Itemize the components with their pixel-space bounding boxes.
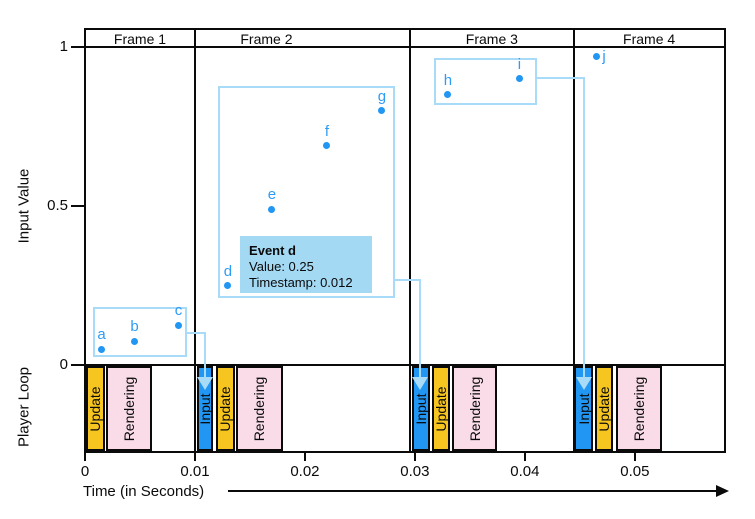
bar-label: Input <box>575 392 592 425</box>
y-tick <box>71 46 85 48</box>
x-tick <box>193 452 196 461</box>
y-tick-label: 0 <box>59 356 68 373</box>
event-group-box <box>218 86 396 298</box>
x-tick-label: 0.03 <box>400 463 430 480</box>
input-value-zero-line <box>84 364 726 366</box>
time-axis-arrowhead-icon <box>716 485 729 497</box>
bar-label: Update <box>596 385 613 432</box>
event-point-b[interactable] <box>130 337 138 345</box>
frame-header-frame-1: Frame 1 <box>113 31 167 47</box>
plot-right-border <box>724 28 726 453</box>
x-tick-label: 0.01 <box>180 463 210 480</box>
event-point-c[interactable] <box>174 321 182 329</box>
dispatch-arrow-segment <box>395 279 422 282</box>
point-label: b <box>130 318 139 336</box>
tooltip-value-line: Value: 0.25 <box>249 259 314 275</box>
point-label: e <box>267 186 277 204</box>
x-tick-label: 0.04 <box>510 463 540 480</box>
bar-label: Input <box>412 392 429 425</box>
bar-label: Rendering <box>251 376 268 441</box>
y-tick <box>71 364 85 366</box>
dispatch-arrowhead-icon <box>576 377 593 390</box>
dispatch-arrow-segment <box>583 76 586 378</box>
player-loop-bar-update: Update <box>215 366 235 451</box>
player-loop-bar-rendering: Rendering <box>616 366 663 451</box>
time-axis-arrow <box>228 490 716 492</box>
event-point-f[interactable] <box>323 142 331 150</box>
player-loop-bar-update: Update <box>432 366 451 451</box>
tooltip-timestamp-line: Timestamp: 0.012 <box>249 275 353 291</box>
tooltip-title: Event d <box>249 243 297 259</box>
dispatch-arrowhead-icon <box>412 377 429 390</box>
point-label: f <box>324 122 330 140</box>
event-group-box <box>92 307 188 358</box>
bar-label: Update <box>433 385 450 432</box>
event-point-a[interactable] <box>97 345 105 353</box>
x-tick <box>633 452 636 461</box>
player-loop-bar-update: Update <box>86 366 105 451</box>
plot-top-border <box>84 28 726 30</box>
x-tick <box>303 452 306 461</box>
frame-boundary-line <box>573 28 576 453</box>
event-point-i[interactable] <box>515 75 523 83</box>
x-tick-label: 0.05 <box>620 463 650 480</box>
frame-header-bottom-line <box>84 46 726 48</box>
player-loop-bar-rendering: Rendering <box>105 366 153 451</box>
bar-label: Rendering <box>120 376 137 441</box>
point-label: a <box>97 326 106 344</box>
event-point-h[interactable] <box>444 91 452 99</box>
dispatch-arrowhead-icon <box>196 377 213 390</box>
frame-header-frame-2: Frame 2 <box>240 31 293 47</box>
point-label: g <box>377 87 387 105</box>
x-axis-title: Time (in Seconds) <box>83 483 205 500</box>
frame-header-frame-4: Frame 4 <box>623 31 676 47</box>
x-tick <box>413 452 416 461</box>
x-tick-label: 0.02 <box>290 463 320 480</box>
bar-label: Rendering <box>631 376 648 441</box>
y-tick-label: 0.5 <box>47 197 68 214</box>
dispatch-arrow-segment <box>536 76 586 79</box>
event-point-j[interactable] <box>592 53 600 61</box>
event-tooltip: Event d Value: 0.25 Timestamp: 0.012 <box>240 236 373 294</box>
dispatch-arrow-segment <box>203 332 206 378</box>
player-loop-bar-rendering: Rendering <box>452 366 498 451</box>
x-tick <box>523 452 526 461</box>
point-label: j <box>602 47 606 65</box>
x-tick-label: 0 <box>80 463 90 480</box>
player-loop-bottom-border <box>84 451 726 453</box>
frame-header-frame-3: Frame 3 <box>465 31 518 47</box>
x-tick <box>84 452 86 461</box>
player-loop-bar-rendering: Rendering <box>235 366 283 451</box>
y-tick-label: 1 <box>59 38 68 55</box>
point-label: i <box>517 55 522 73</box>
point-label: d <box>223 262 233 280</box>
frame-boundary-line <box>193 28 196 453</box>
point-label: c <box>174 302 183 320</box>
bar-label: Update <box>87 385 104 432</box>
point-label: h <box>443 71 453 89</box>
bar-label: Rendering <box>466 376 483 441</box>
bar-label: Input <box>196 392 213 425</box>
frame-boundary-line <box>409 28 412 453</box>
plot-left-border <box>84 28 86 453</box>
player-loop-bar-update: Update <box>595 366 613 451</box>
bar-label: Update <box>217 385 234 432</box>
y-tick <box>71 205 85 207</box>
dispatch-arrow-segment <box>187 332 206 335</box>
event-point-e[interactable] <box>268 205 276 213</box>
event-group-box <box>433 58 537 105</box>
event-point-g[interactable] <box>378 107 386 115</box>
dispatch-arrow-segment <box>419 279 422 378</box>
event-point-d[interactable] <box>224 282 232 289</box>
